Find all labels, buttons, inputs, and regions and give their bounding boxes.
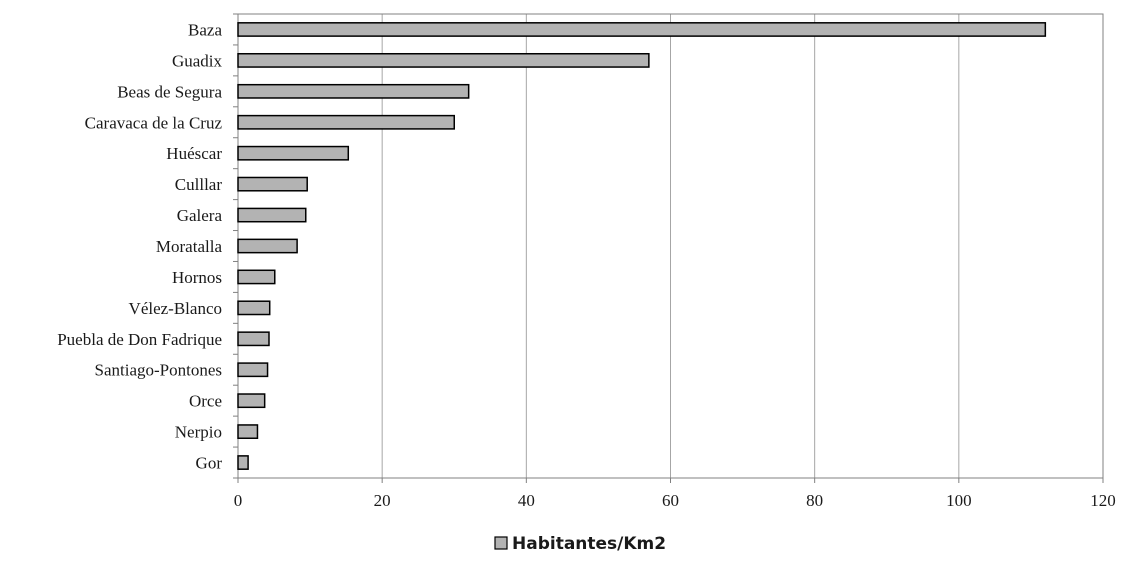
- category-label: Huéscar: [166, 144, 222, 163]
- bar: [237, 362, 269, 378]
- bar: [237, 145, 350, 161]
- bar: [237, 83, 470, 99]
- bar: [237, 393, 266, 409]
- bar: [237, 269, 276, 285]
- legend-swatch: [494, 536, 508, 550]
- bar: [237, 331, 270, 347]
- category-label: Baza: [188, 20, 222, 39]
- legend-label: Habitantes/Km2: [512, 534, 666, 554]
- bar: [237, 238, 298, 254]
- category-label: Galera: [177, 206, 223, 225]
- category-label: Gor: [196, 454, 223, 473]
- x-tick-label: 100: [946, 491, 972, 510]
- bar: [237, 300, 271, 316]
- category-label: Beas de Segura: [117, 82, 222, 101]
- category-label: Guadix: [172, 51, 223, 70]
- x-tick-label: 0: [234, 491, 243, 510]
- category-label: Orce: [189, 392, 222, 411]
- bar: [237, 52, 650, 68]
- x-tick-label: 20: [374, 491, 391, 510]
- bar: [237, 22, 1047, 37]
- bar: [237, 176, 308, 192]
- category-label: Puebla de Don Fadrique: [57, 330, 222, 349]
- bar: [237, 207, 307, 223]
- category-label: Culllar: [175, 175, 223, 194]
- bar: [237, 424, 259, 440]
- bar: [237, 455, 249, 470]
- category-label: Vélez-Blanco: [129, 299, 222, 318]
- category-label: Caravaca de la Cruz: [85, 113, 223, 132]
- category-label: Moratalla: [156, 237, 223, 256]
- x-tick-label: 120: [1090, 491, 1116, 510]
- bar: [237, 114, 455, 130]
- category-label: Nerpio: [175, 423, 222, 442]
- x-tick-label: 80: [806, 491, 823, 510]
- x-tick-label: 40: [518, 491, 535, 510]
- category-label: Hornos: [172, 268, 222, 287]
- x-tick-label: 60: [662, 491, 679, 510]
- category-label: Santiago-Pontones: [95, 361, 223, 380]
